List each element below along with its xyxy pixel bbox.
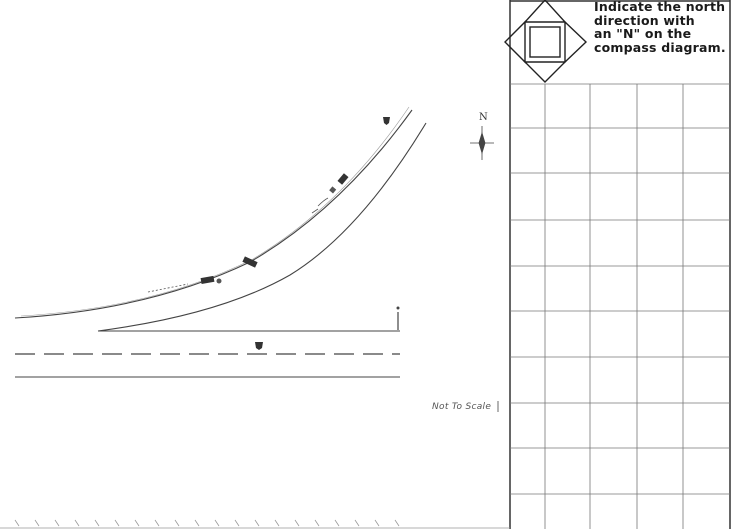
scale-note: Not To Scale: [432, 402, 492, 412]
bottom-ticks: [0, 519, 510, 529]
instruction-line: an "N" on the: [594, 26, 692, 41]
skid-marks: [147, 197, 329, 293]
route-shield-icon: [255, 342, 263, 350]
instruction-text: Indicate the north direction with an "N"…: [594, 0, 730, 54]
instruction-line: Indicate the north: [594, 0, 726, 14]
vehicle-icon: [329, 173, 349, 194]
north-arrow-icon: [470, 126, 494, 160]
compass-diagram-icon[interactable]: [504, 0, 588, 83]
instruction-line: direction with: [594, 12, 695, 28]
ramp-road: [14, 106, 427, 332]
vehicle-icon: [200, 275, 222, 284]
sketch-grid: [510, 83, 730, 529]
vehicle-icon: [242, 256, 258, 268]
instruction-line: compass diagram.: [594, 39, 726, 55]
road-end-marker: [396, 306, 400, 330]
main-road: [15, 330, 400, 378]
route-shield-icon: [383, 117, 390, 125]
north-marker-label: N: [479, 112, 488, 123]
